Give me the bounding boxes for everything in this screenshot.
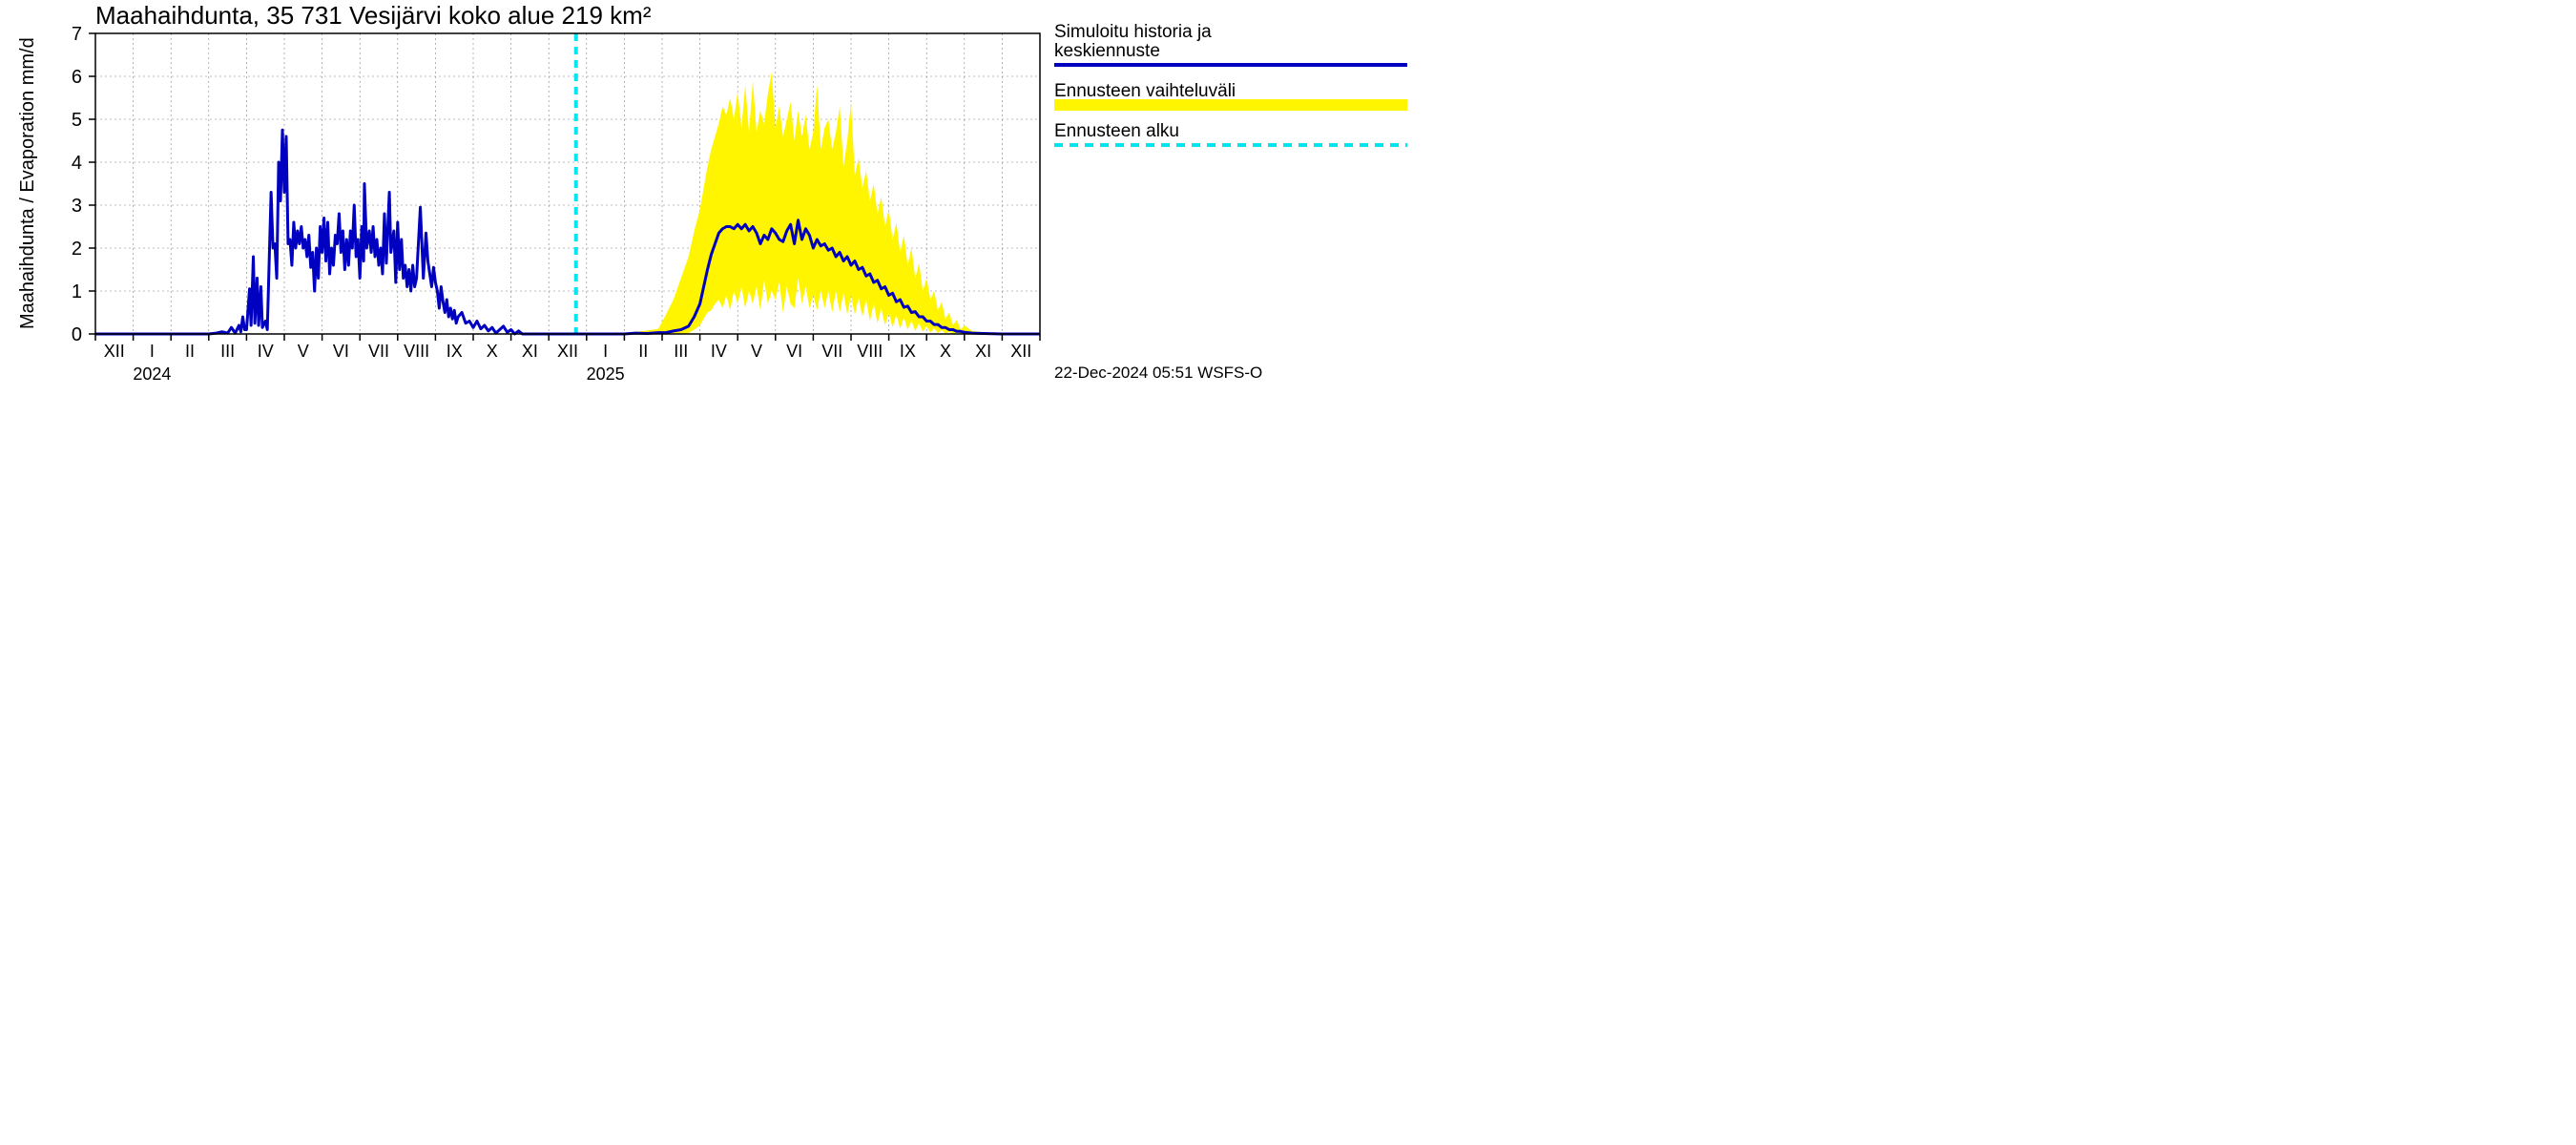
x-tick-label: VIII — [857, 342, 883, 361]
x-tick-label: VI — [786, 342, 802, 361]
chart-footer: 22-Dec-2024 05:51 WSFS-O — [1054, 364, 1262, 382]
legend: Simuloitu historia jakeskiennuste Ennuste… — [1054, 22, 1407, 145]
x-tick-label: V — [751, 342, 762, 361]
x-tick-label: XII — [557, 342, 578, 361]
x-tick-label: X — [487, 342, 498, 361]
x-tick-label: III — [220, 342, 235, 361]
chart-svg: 01234567XIIIIIIIIIVVVIVIIVIIIIXXXIXIIIII… — [0, 0, 1431, 637]
x-tick-label: VII — [368, 342, 389, 361]
y-tick-label: 4 — [72, 153, 82, 174]
y-tick-label: 3 — [72, 196, 82, 217]
x-tick-label: IV — [711, 342, 727, 361]
legend-label: Ennusteen vaihteluväli — [1054, 81, 1236, 101]
x-tick-label: II — [638, 342, 648, 361]
x-tick-label: VIII — [404, 342, 429, 361]
legend-swatch-box — [1054, 99, 1407, 111]
x-tick-label: I — [603, 342, 608, 361]
x-tick-label: V — [298, 342, 309, 361]
x-tick-label: XI — [522, 342, 538, 361]
history-line — [95, 130, 576, 334]
chart-title: Maahaihdunta, 35 731 Vesijärvi koko alue… — [95, 1, 652, 30]
y-tick-label: 2 — [72, 239, 82, 260]
y-tick-label: 0 — [72, 324, 82, 345]
forecast-band — [576, 73, 1040, 335]
x-tick-label: XII — [1010, 342, 1031, 361]
legend-label: Simuloitu historia ja — [1054, 22, 1212, 42]
legend-label: keskiennuste — [1054, 41, 1160, 61]
x-tick-label: X — [940, 342, 951, 361]
y-tick-label: 5 — [72, 110, 82, 131]
x-tick-label: IX — [900, 342, 916, 361]
x-tick-label: IX — [447, 342, 463, 361]
x-year-label: 2024 — [133, 364, 171, 384]
legend-label: Ennusteen alku — [1054, 121, 1179, 141]
x-tick-label: XI — [975, 342, 991, 361]
x-tick-label: III — [674, 342, 688, 361]
x-tick-label: I — [150, 342, 155, 361]
x-tick-label: II — [185, 342, 195, 361]
chart-container: { "chart": { "type": "line-with-band", "… — [0, 0, 1431, 637]
x-tick-label: XII — [104, 342, 125, 361]
x-tick-label: VII — [821, 342, 842, 361]
y-tick-label: 6 — [72, 67, 82, 88]
y-axis-label: Maahaihdunta / Evaporation mm/d — [17, 37, 38, 329]
x-tick-label: IV — [258, 342, 274, 361]
y-tick-label: 7 — [72, 24, 82, 45]
x-tick-label: VI — [333, 342, 349, 361]
x-year-label: 2025 — [587, 364, 625, 384]
y-tick-label: 1 — [72, 281, 82, 302]
